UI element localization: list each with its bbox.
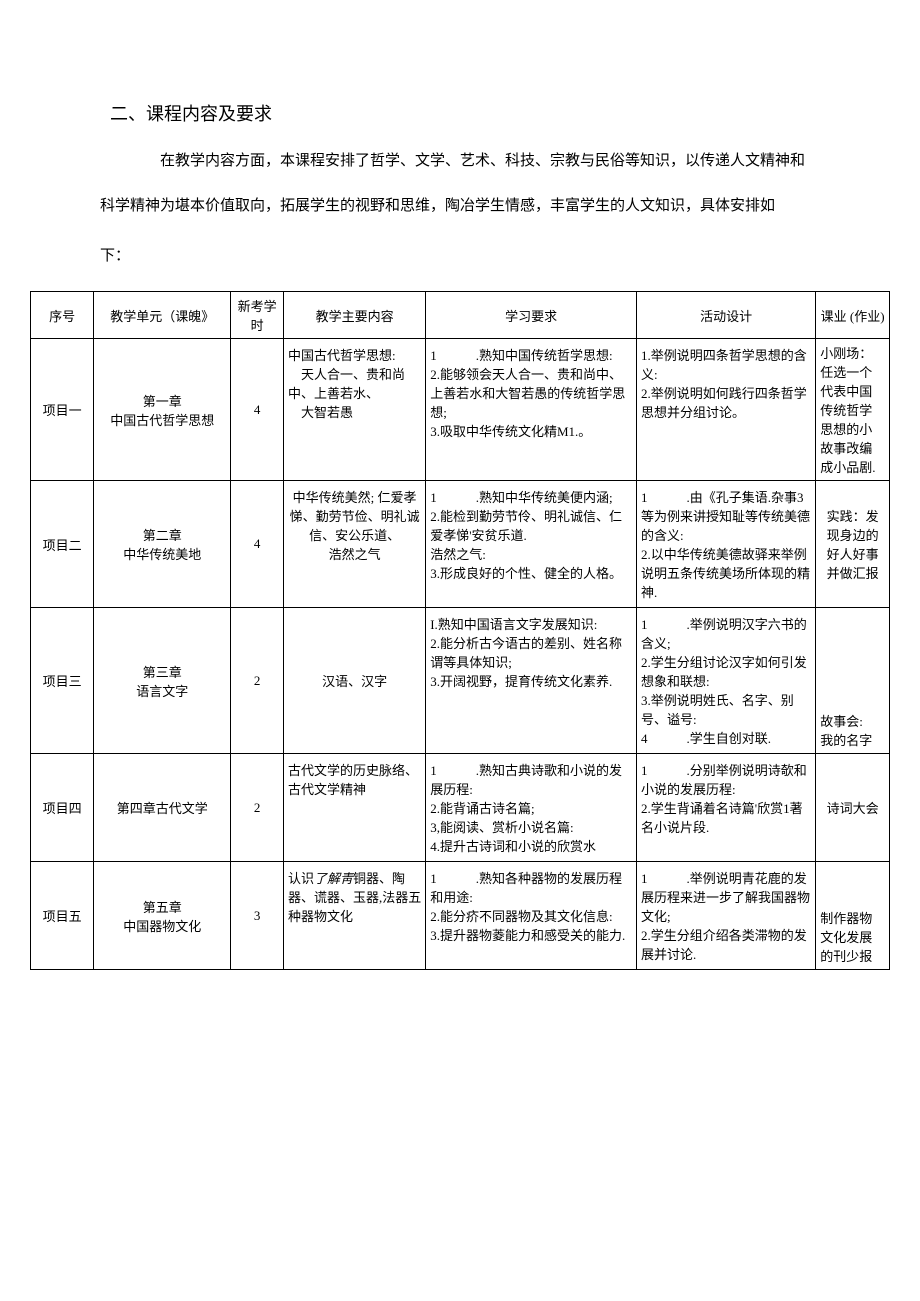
cell-activity: 1 .举例说明青花鹿的发展历程来进一步了解我国器物文化; 2.学生分组介绍各类滞… — [637, 862, 816, 970]
header-requirement: 学习要求 — [426, 292, 637, 339]
cell-activity: 1 .由《孔子集语.杂事3等为例来讲授知耻等传统美德的含义: 2.以中华传统美德… — [637, 481, 816, 608]
cell-content: 汉语、汉字 — [283, 608, 425, 754]
cell-unit: 第三章 语言文字 — [94, 608, 231, 754]
intro-paragraph-2: 科学精神为堪本价值取向，拓展学生的视野和思维，陶冶学生情感，丰富学生的人文知识，… — [100, 191, 860, 221]
cell-activity: 1.举例说明四条哲学思想的含义: 2.举例说明如何践行四条哲学思想并分组讨论。 — [637, 339, 816, 481]
intro-paragraph-3: 下： — [100, 241, 860, 271]
intro-paragraph-1: 在教学内容方面，本课程安排了哲学、文学、艺术、科技、宗教与民俗等知识，以传递人文… — [130, 146, 860, 176]
cell-hours: 4 — [231, 481, 284, 608]
cell-activity: 1 .举例说明汉字六书的含义; 2.学生分组讨论汉字如何引发想象和联想: 3.举… — [637, 608, 816, 754]
content-italic: 了解靑 — [314, 871, 353, 886]
cell-seq: 项目二 — [31, 481, 94, 608]
cell-requirement: 1 .熟知中华传统美便内涵; 2.能检到勤劳节伶、明礼诚信、仁爱孝悌'安贫乐道.… — [426, 481, 637, 608]
header-homework: 课业 (作业) — [816, 292, 890, 339]
cell-hours: 2 — [231, 608, 284, 754]
cell-seq: 项目一 — [31, 339, 94, 481]
cell-homework: 诗词大会 — [816, 754, 890, 862]
unit-line2: 中国器物文化 — [98, 916, 226, 935]
unit-line1: 第三章 — [98, 662, 226, 681]
cell-unit: 第五章 中国器物文化 — [94, 862, 231, 970]
table-header-row: 序号 教学单元（课魄》 新考学时 教学主要内容 学习要求 活动设计 课业 (作业… — [31, 292, 890, 339]
cell-seq: 项目三 — [31, 608, 94, 754]
cell-homework: 故事会: 我的名字 — [816, 608, 890, 754]
cell-content: 中华传统美然; 仁爱孝悌、勤劳节俭、明礼诚信、安公乐道、 浩然之气 — [283, 481, 425, 608]
header-activity: 活动设计 — [637, 292, 816, 339]
table-row: 项目二 第二章 中华传统美地 4 中华传统美然; 仁爱孝悌、勤劳节俭、明礼诚信、… — [31, 481, 890, 608]
table-row: 项目三 第三章 语言文字 2 汉语、汉字 I.熟知中国语言文字发展知识: 2.能… — [31, 608, 890, 754]
header-content: 教学主要内容 — [283, 292, 425, 339]
unit-line1: 第二章 — [98, 525, 226, 544]
table-row: 项目五 第五章 中国器物文化 3 认识了解靑铜器、陶器、谎器、玉器,法器五种器物… — [31, 862, 890, 970]
cell-homework: 制作器物文化发展的刊少报 — [816, 862, 890, 970]
cell-hours: 4 — [231, 339, 284, 481]
cell-unit: 第四章古代文学 — [94, 754, 231, 862]
table-row: 项目一 第一章 中国古代哲学思想 4 中国古代哲学思想: 天人合一、贵和尚中、上… — [31, 339, 890, 481]
section-title: 二、课程内容及要求 — [110, 100, 890, 126]
unit-line1: 第五章 — [98, 897, 226, 916]
table-row: 项目四 第四章古代文学 2 古代文学的历史脉络、 古代文学精神 1 .熟知古典诗… — [31, 754, 890, 862]
cell-content: 古代文学的历史脉络、 古代文学精神 — [283, 754, 425, 862]
header-hours: 新考学时 — [231, 292, 284, 339]
cell-unit: 第一章 中国古代哲学思想 — [94, 339, 231, 481]
cell-requirement: 1 .熟知中国传统哲学思想: 2.能够领会天人合一、贵和尚中、上善若水和大智若愚… — [426, 339, 637, 481]
cell-content: 中国古代哲学思想: 天人合一、贵和尚中、上善若水、 大智若愚 — [283, 339, 425, 481]
unit-line2: 语言文字 — [98, 681, 226, 700]
content-prefix: 认识 — [288, 871, 314, 886]
cell-seq: 项目五 — [31, 862, 94, 970]
cell-homework: 实践：发现身边的好人好事并做汇报 — [816, 481, 890, 608]
unit-line1: 第四章古代文学 — [98, 798, 226, 817]
cell-activity: 1 .分别举例说明诗欹和小说的发展历程: 2.学生背诵着名诗篇'欣赏1著名小说片… — [637, 754, 816, 862]
cell-unit: 第二章 中华传统美地 — [94, 481, 231, 608]
cell-hours: 3 — [231, 862, 284, 970]
course-content-table: 序号 教学单元（课魄》 新考学时 教学主要内容 学习要求 活动设计 课业 (作业… — [30, 291, 890, 970]
cell-homework: 小刚场：任选一个代表中国传统哲学思想的小故事改编成小品剧. — [816, 339, 890, 481]
cell-seq: 项目四 — [31, 754, 94, 862]
unit-line1: 第一章 — [98, 391, 226, 410]
header-seq: 序号 — [31, 292, 94, 339]
unit-line2: 中国古代哲学思想 — [98, 410, 226, 429]
cell-content: 认识了解靑铜器、陶器、谎器、玉器,法器五种器物文化 — [283, 862, 425, 970]
cell-requirement: 1 .熟知各种器物的发展历程和用途: 2.能分疥不同器物及其文化信息: 3.提升… — [426, 862, 637, 970]
cell-requirement: 1 .熟知古典诗歌和小说的发展历程: 2.能背诵古诗名篇; 3,能阅读、赏析小说… — [426, 754, 637, 862]
header-unit: 教学单元（课魄》 — [94, 292, 231, 339]
cell-requirement: I.熟知中国语言文字发展知识: 2.能分析古今语古的差别、姓名称谓等具体知识; … — [426, 608, 637, 754]
unit-line2: 中华传统美地 — [98, 544, 226, 563]
cell-hours: 2 — [231, 754, 284, 862]
